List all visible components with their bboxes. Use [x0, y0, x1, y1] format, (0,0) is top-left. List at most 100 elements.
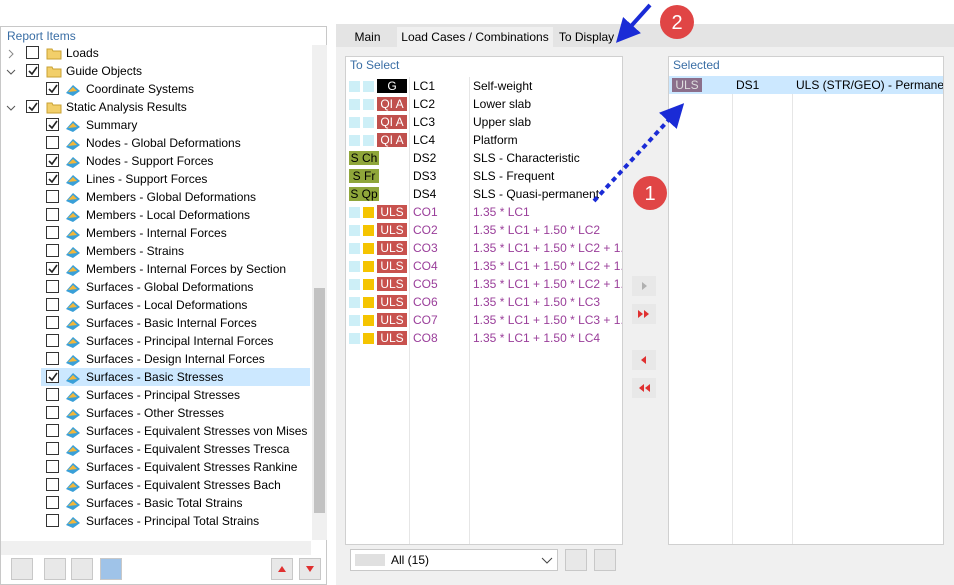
- filter-button[interactable]: [100, 558, 122, 580]
- checkbox[interactable]: [46, 334, 59, 347]
- checkbox[interactable]: [46, 316, 59, 329]
- checkbox[interactable]: [46, 460, 59, 473]
- checkbox[interactable]: [46, 496, 59, 509]
- checkbox[interactable]: [46, 478, 59, 491]
- tree-item-label[interactable]: Surfaces - Principal Internal Forces: [86, 334, 274, 348]
- checkbox[interactable]: [46, 514, 59, 527]
- checkbox[interactable]: [46, 136, 59, 149]
- tool-button[interactable]: [11, 558, 33, 580]
- checkbox[interactable]: [46, 244, 59, 257]
- remove-all-button[interactable]: [632, 378, 656, 398]
- move-up-button[interactable]: [271, 558, 293, 580]
- tab[interactable]: Load Cases / Combinations: [397, 27, 553, 47]
- list-row[interactable]: ULS CO5 1.35 * LC1 + 1.50 * LC2 + 1.50: [346, 275, 622, 293]
- tree-item-label[interactable]: Guide Objects: [66, 64, 143, 78]
- remove-button[interactable]: [632, 350, 656, 370]
- list-row[interactable]: S Qp DS4 SLS - Quasi-permanent: [346, 185, 622, 203]
- tree-item-label[interactable]: Surfaces - Equivalent Stresses Rankine: [86, 460, 298, 474]
- checkbox[interactable]: [46, 190, 59, 203]
- toggle-button[interactable]: [594, 549, 616, 571]
- tree-item-label[interactable]: Summary: [86, 118, 138, 132]
- list-row[interactable]: QI A LC3 Upper slab: [346, 113, 622, 131]
- tree-item-label[interactable]: Members - Internal Forces by Section: [86, 262, 287, 276]
- tree-item-label[interactable]: Nodes - Support Forces: [86, 154, 214, 168]
- checkbox[interactable]: [26, 46, 39, 59]
- checkbox[interactable]: [46, 280, 59, 293]
- list-row[interactable]: ULS CO6 1.35 * LC1 + 1.50 * LC3: [346, 293, 622, 311]
- checkbox[interactable]: [46, 388, 59, 401]
- list-row[interactable]: QI A LC2 Lower slab: [346, 95, 622, 113]
- tab[interactable]: To Display: [553, 27, 620, 47]
- list-row[interactable]: ULS CO8 1.35 * LC1 + 1.50 * LC4: [346, 329, 622, 347]
- list-row[interactable]: S Ch DS2 SLS - Characteristic: [346, 149, 622, 167]
- icon: [66, 247, 80, 258]
- list-row[interactable]: ULS CO3 1.35 * LC1 + 1.50 * LC2 + 1.50: [346, 239, 622, 257]
- move-down-button[interactable]: [299, 558, 321, 580]
- tab[interactable]: Main: [345, 27, 390, 47]
- select-all-button[interactable]: [565, 549, 587, 571]
- checkbox[interactable]: [46, 154, 59, 167]
- marker: [349, 333, 360, 344]
- checkbox[interactable]: [46, 406, 59, 419]
- list-row[interactable]: ULS CO2 1.35 * LC1 + 1.50 * LC2: [346, 221, 622, 239]
- tree-item-label[interactable]: Surfaces - Design Internal Forces: [86, 352, 265, 366]
- expander[interactable]: [6, 66, 16, 76]
- tree-item-label[interactable]: Surfaces - Other Stresses: [86, 406, 225, 420]
- type-tag-label: ULS: [380, 223, 404, 237]
- tree-item-label[interactable]: Surfaces - Equivalent Stresses von Mises: [86, 424, 308, 438]
- checkbox[interactable]: [26, 100, 39, 113]
- tree-item-label[interactable]: Surfaces - Basic Stresses: [86, 370, 224, 384]
- tree-item-label[interactable]: Surfaces - Principal Total Strains: [86, 514, 260, 528]
- checkbox[interactable]: [46, 118, 59, 131]
- checkbox[interactable]: [46, 442, 59, 455]
- icon: [28, 66, 38, 76]
- checkbox[interactable]: [46, 424, 59, 437]
- checkbox[interactable]: [26, 64, 39, 77]
- tree-item-label[interactable]: Surfaces - Local Deformations: [86, 298, 248, 312]
- checkbox[interactable]: [46, 370, 59, 383]
- tree-item-label[interactable]: Surfaces - Equivalent Stresses Bach: [86, 478, 281, 492]
- expander[interactable]: [6, 48, 16, 59]
- tree-item-label[interactable]: Surfaces - Principal Stresses: [86, 388, 241, 402]
- tree-item-label[interactable]: Coordinate Systems: [86, 82, 195, 96]
- checkbox[interactable]: [46, 172, 59, 185]
- checkbox[interactable]: [46, 208, 59, 221]
- row-description: Upper slab: [473, 115, 532, 129]
- list-row[interactable]: ULS CO1 1.35 * LC1: [346, 203, 622, 221]
- tree-item-label[interactable]: Members - Global Deformations: [86, 190, 257, 204]
- checkbox[interactable]: [46, 352, 59, 365]
- scroll-thumb[interactable]: [314, 288, 325, 513]
- tool-button[interactable]: [44, 558, 66, 580]
- checkbox[interactable]: [46, 298, 59, 311]
- tree-item-label[interactable]: Members - Local Deformations: [86, 208, 251, 222]
- expander[interactable]: [6, 102, 16, 112]
- list-row[interactable]: ULS DS1 ULS (STR/GEO) - Permanent a: [669, 76, 943, 94]
- row-description: SLS - Frequent: [473, 169, 555, 183]
- list-row[interactable]: ULS CO4 1.35 * LC1 + 1.50 * LC2 + 1.50: [346, 257, 622, 275]
- list-row[interactable]: S Fr DS3 SLS - Frequent: [346, 167, 622, 185]
- tree-item-label[interactable]: Surfaces - Basic Internal Forces: [86, 316, 257, 330]
- tree-item-label[interactable]: Surfaces - Equivalent Stresses Tresca: [86, 442, 290, 456]
- tree-item-label[interactable]: Surfaces - Basic Total Strains: [86, 496, 243, 510]
- tree-item-label[interactable]: Static Analysis Results: [66, 100, 187, 114]
- tree-item-label[interactable]: Members - Strains: [86, 244, 185, 258]
- list-row[interactable]: QI A LC4 Platform: [346, 131, 622, 149]
- tree-item-label[interactable]: Surfaces - Global Deformations: [86, 280, 254, 294]
- checkbox[interactable]: [46, 262, 59, 275]
- add-button[interactable]: [632, 276, 656, 296]
- marker: [363, 315, 374, 326]
- filter-dropdown[interactable]: All (15): [350, 549, 558, 571]
- scrollbar[interactable]: [312, 45, 327, 540]
- add-all-button[interactable]: [632, 304, 656, 324]
- h-scrollbar[interactable]: [1, 541, 311, 555]
- tree-item-label[interactable]: Members - Internal Forces: [86, 226, 227, 240]
- checkbox[interactable]: [46, 82, 59, 95]
- tree-item-label[interactable]: Loads: [66, 46, 99, 60]
- checkbox[interactable]: [46, 226, 59, 239]
- tool-button[interactable]: [71, 558, 93, 580]
- list-row[interactable]: ULS CO7 1.35 * LC1 + 1.50 * LC3 + 1.50: [346, 311, 622, 329]
- tree-item-label[interactable]: Lines - Support Forces: [86, 172, 208, 186]
- list-row[interactable]: G LC1 Self-weight: [346, 77, 622, 95]
- icon: [642, 282, 647, 290]
- tree-item-label[interactable]: Nodes - Global Deformations: [86, 136, 241, 150]
